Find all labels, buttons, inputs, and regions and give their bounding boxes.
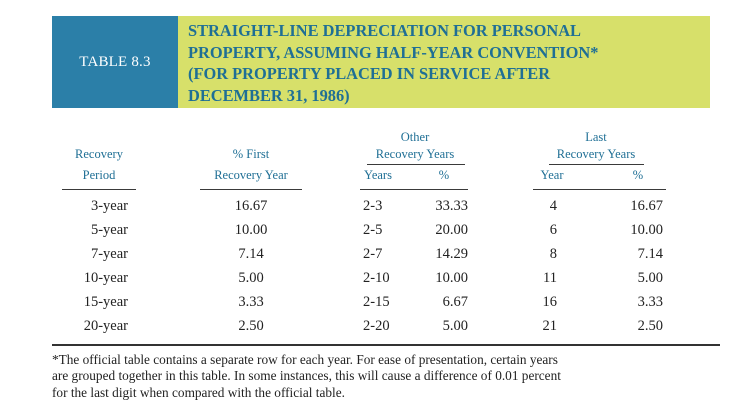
cell-other-years: 2-3 <box>363 198 383 214</box>
cell-period: 5-year <box>90 222 128 238</box>
cell-period: 20-year <box>83 318 128 334</box>
header-underline <box>533 189 666 190</box>
title-line: STRAIGHT-LINE DEPRECIATION FOR PERSONAL <box>188 21 581 40</box>
cell-other-pct: 14.29 <box>435 246 468 262</box>
cell-last-pct: 2.50 <box>637 318 663 334</box>
cell-first: 3.33 <box>238 294 264 310</box>
cell-other-pct: 6.67 <box>442 294 468 310</box>
cell-first: 10.00 <box>234 222 268 238</box>
header-first-line2: Recovery Year <box>214 168 288 182</box>
cell-other-years: 2-15 <box>363 294 390 310</box>
cell-last-year: 21 <box>542 318 558 334</box>
table-label-text: TABLE 8.3 <box>79 53 151 70</box>
header-recovery-line2: Period <box>82 168 116 182</box>
cell-last-year: 6 <box>549 222 557 238</box>
table-banner: TABLE 8.3 STRAIGHT-LINE DEPRECIATION FOR… <box>52 16 710 108</box>
cell-period: 15-year <box>83 294 128 310</box>
footnote-line: are grouped together in this table. In s… <box>52 368 561 384</box>
cell-other-years: 2-5 <box>363 222 383 238</box>
cell-other-pct: 5.00 <box>442 318 468 334</box>
cell-period: 7-year <box>90 246 128 262</box>
header-first-line1: % First <box>232 147 270 161</box>
title-line: PROPERTY, ASSUMING HALF-YEAR CONVENTION* <box>188 42 599 62</box>
cell-last-pct: 5.00 <box>637 270 663 286</box>
cell-last-pct: 7.14 <box>637 246 663 262</box>
cell-other-years: 2-7 <box>363 246 383 262</box>
header-last-pct: % <box>632 168 644 182</box>
header-last-line1: Last <box>585 130 607 144</box>
cell-other-years: 2-20 <box>363 318 390 334</box>
table-title: STRAIGHT-LINE DEPRECIATION FOR PERSONAL … <box>178 16 710 108</box>
cell-last-year: 4 <box>549 198 557 214</box>
header-other-line1: Other <box>400 130 430 144</box>
header-recovery-line1: Recovery <box>75 147 123 161</box>
table-label: TABLE 8.3 <box>52 16 178 108</box>
title-line: DECEMBER 31, 1986) <box>188 85 350 105</box>
footnote-line: *The official table contains a separate … <box>52 352 558 367</box>
header-other-line2: Recovery Years <box>375 147 455 161</box>
header-last-year: Year <box>540 168 564 182</box>
cell-last-year: 11 <box>543 270 557 286</box>
cell-first: 5.00 <box>238 270 264 286</box>
header-underline <box>62 189 136 190</box>
cell-last-pct: 16.67 <box>630 198 663 214</box>
header-other-years: Years <box>364 168 392 182</box>
cell-other-pct: 10.00 <box>435 270 468 286</box>
cell-period: 10-year <box>83 270 128 286</box>
header-other-pct: % <box>438 168 450 182</box>
cell-last-pct: 10.00 <box>630 222 663 238</box>
title-line: (FOR PROPERTY PLACED IN SERVICE AFTER <box>188 64 551 83</box>
header-group-underline <box>549 164 644 165</box>
cell-first: 16.67 <box>234 198 268 214</box>
table-bottom-rule <box>52 344 720 346</box>
header-group-underline <box>367 164 465 165</box>
cell-last-year: 16 <box>542 294 558 310</box>
cell-first: 7.14 <box>238 246 264 262</box>
cell-period: 3-year <box>90 198 128 214</box>
cell-other-pct: 33.33 <box>435 198 468 214</box>
header-underline <box>200 189 302 190</box>
cell-other-years: 2-10 <box>363 270 390 286</box>
footnote: *The official table contains a separate … <box>52 352 720 401</box>
cell-first: 2.50 <box>238 318 264 334</box>
cell-other-pct: 20.00 <box>435 222 468 238</box>
footnote-line: for the last digit when compared with th… <box>52 384 345 400</box>
header-underline <box>360 189 468 190</box>
cell-last-pct: 3.33 <box>637 294 663 310</box>
cell-last-year: 8 <box>549 246 557 262</box>
header-last-line2: Recovery Years <box>556 147 636 161</box>
